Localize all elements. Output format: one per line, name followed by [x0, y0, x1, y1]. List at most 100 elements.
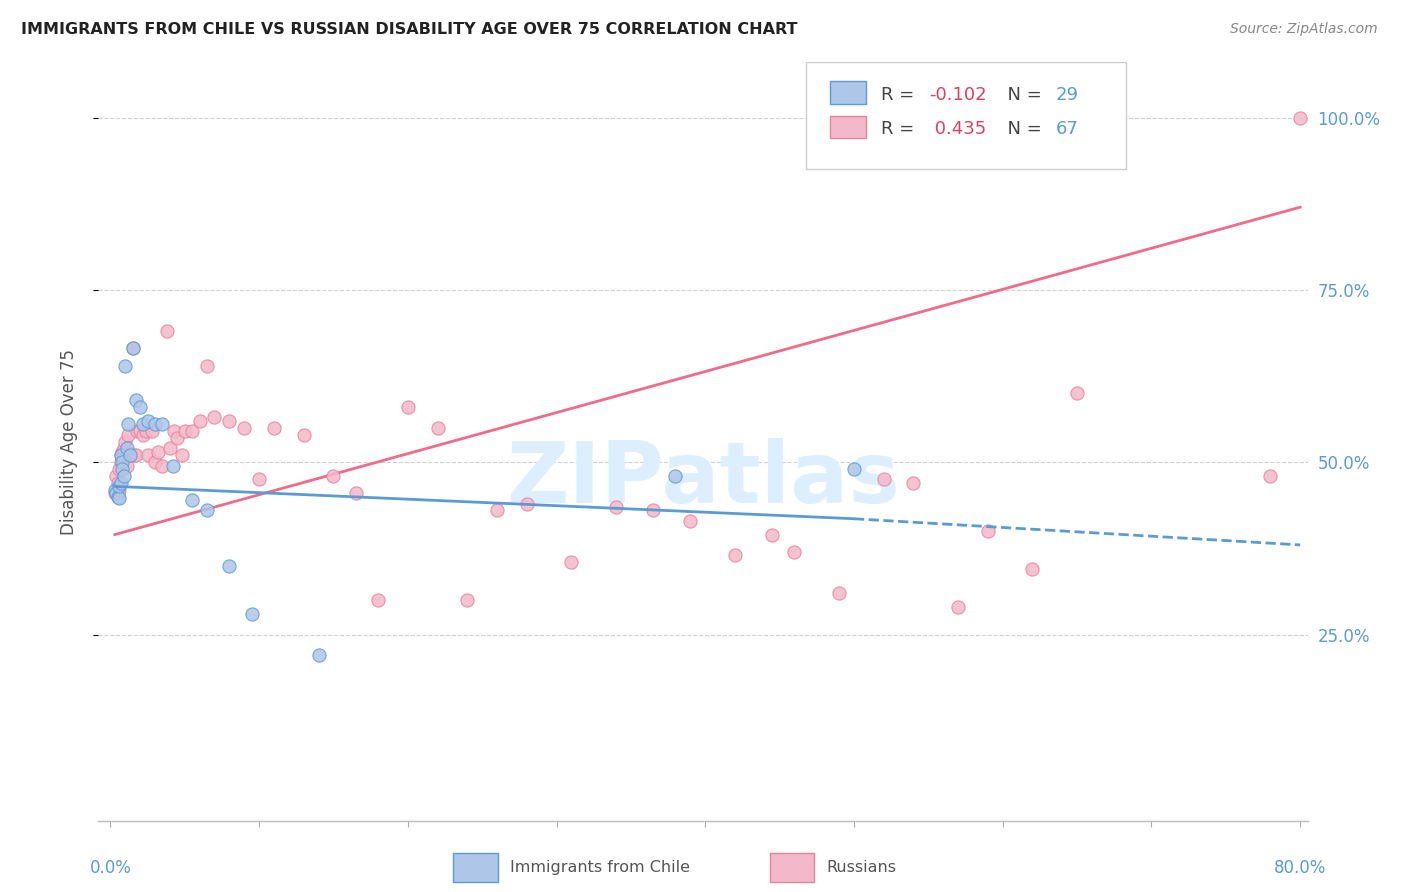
Point [195, 503, 218, 517]
Point [761, 527, 783, 541]
Point [104, 486, 127, 500]
Point [135, 424, 157, 438]
Point [129, 424, 152, 438]
Bar [453, 854, 498, 881]
Point [367, 593, 389, 607]
Point [105, 469, 128, 483]
Point [122, 448, 145, 462]
Text: 80.0%: 80.0% [1274, 858, 1326, 877]
Point [108, 483, 131, 497]
Point [117, 417, 139, 432]
Point [195, 359, 218, 373]
Point [124, 448, 146, 462]
Point [107, 475, 129, 490]
Point [322, 469, 344, 483]
Point [129, 400, 152, 414]
Text: ZIPatlas: ZIPatlas [506, 438, 900, 521]
Point [156, 324, 179, 338]
Point [679, 514, 702, 528]
Point [111, 451, 134, 466]
Point [127, 424, 149, 438]
Point [218, 414, 240, 428]
Point [233, 421, 256, 435]
Text: R =: R = [880, 86, 920, 104]
Point [946, 599, 969, 614]
Point [181, 493, 204, 508]
Point [110, 455, 132, 469]
Point [141, 424, 163, 438]
Point [240, 607, 263, 621]
Point [159, 442, 181, 456]
Text: N =: N = [995, 86, 1047, 104]
Point [115, 442, 138, 456]
Point [146, 445, 169, 459]
Point [903, 475, 925, 490]
Point [112, 442, 135, 456]
Text: Source: ZipAtlas.com: Source: ZipAtlas.com [1230, 22, 1378, 37]
Point [118, 448, 141, 462]
Point [111, 455, 134, 469]
Point [132, 417, 155, 432]
Point [150, 458, 173, 473]
Point [664, 469, 686, 483]
Point [143, 455, 166, 469]
Point [136, 414, 159, 428]
Point [485, 503, 508, 517]
Point [1021, 562, 1043, 576]
Point [118, 448, 141, 462]
Point [344, 486, 367, 500]
Point [181, 424, 204, 438]
Point [108, 491, 131, 505]
Point [104, 483, 127, 497]
Point [114, 359, 136, 373]
Text: 67: 67 [1056, 120, 1078, 138]
Text: Immigrants from Chile: Immigrants from Chile [510, 860, 690, 875]
Point [218, 558, 240, 573]
Point [396, 400, 419, 414]
Point [1066, 386, 1088, 401]
Point [516, 497, 538, 511]
Point [108, 462, 131, 476]
Point [204, 410, 226, 425]
Point [107, 490, 129, 504]
FancyBboxPatch shape [830, 81, 866, 104]
Point [112, 448, 135, 462]
Y-axis label: Disability Age Over 75: Disability Age Over 75 [59, 349, 77, 534]
Point [643, 503, 665, 517]
Point [121, 342, 143, 356]
Text: 29: 29 [1056, 86, 1078, 104]
Point [110, 448, 132, 462]
Point [162, 458, 184, 473]
Point [143, 417, 166, 432]
Text: N =: N = [995, 120, 1047, 138]
FancyBboxPatch shape [806, 62, 1126, 169]
Point [1260, 469, 1282, 483]
Point [783, 545, 806, 559]
Point [112, 469, 135, 483]
Text: 0.0%: 0.0% [90, 858, 131, 877]
Point [170, 448, 193, 462]
FancyBboxPatch shape [830, 115, 866, 138]
Point [842, 462, 865, 476]
Text: IMMIGRANTS FROM CHILE VS RUSSIAN DISABILITY AGE OVER 75 CORRELATION CHART: IMMIGRANTS FROM CHILE VS RUSSIAN DISABIL… [21, 22, 797, 37]
Point [247, 473, 270, 487]
Point [292, 427, 315, 442]
Point [111, 462, 134, 476]
Point [111, 445, 134, 459]
Point [724, 548, 747, 563]
Point [121, 342, 143, 356]
Point [105, 486, 128, 500]
Point [124, 393, 146, 408]
Bar [770, 854, 814, 881]
Point [132, 427, 155, 442]
Point [108, 479, 131, 493]
Point [828, 586, 851, 600]
Point [136, 448, 159, 462]
Point [114, 434, 136, 449]
Point [173, 424, 195, 438]
Point [163, 424, 186, 438]
Point [308, 648, 330, 663]
Point [107, 486, 129, 500]
Point [873, 473, 896, 487]
Text: Russians: Russians [827, 860, 897, 875]
